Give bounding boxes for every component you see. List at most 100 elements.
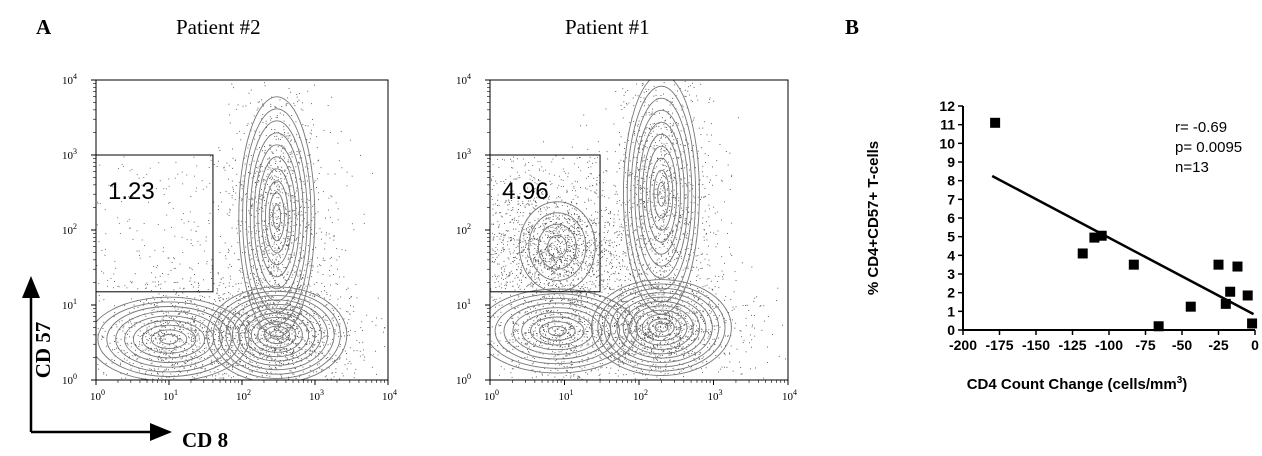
- event-dot: [322, 257, 324, 259]
- event-dot: [294, 239, 296, 241]
- event-dot: [179, 354, 181, 356]
- event-dot: [569, 334, 571, 335]
- event-dot: [98, 241, 100, 243]
- event-dot: [231, 345, 233, 347]
- event-dot: [117, 341, 119, 343]
- event-dot: [570, 349, 571, 351]
- event-dot: [361, 321, 363, 323]
- event-dot: [279, 300, 281, 302]
- event-dot: [294, 271, 296, 273]
- event-dot: [621, 284, 623, 286]
- event-dot: [304, 339, 306, 341]
- event-dot: [208, 167, 210, 168]
- event-dot: [349, 313, 351, 315]
- event-dot: [217, 272, 219, 274]
- event-dot: [278, 247, 280, 248]
- event-dot: [242, 323, 244, 325]
- event-dot: [288, 248, 290, 250]
- event-dot: [336, 283, 338, 285]
- event-dot: [371, 321, 373, 323]
- event-dot: [536, 335, 538, 337]
- event-dot: [587, 373, 588, 375]
- event-dot: [139, 343, 140, 345]
- event-dot: [311, 270, 313, 271]
- event-dot: [308, 251, 310, 253]
- event-dot: [530, 318, 532, 320]
- event-dot: [223, 311, 225, 313]
- event-dot: [153, 368, 155, 370]
- event-dot: [327, 350, 329, 352]
- event-dot: [292, 364, 294, 365]
- event-dot: [274, 190, 276, 191]
- event-dot: [232, 332, 234, 334]
- event-dot: [306, 344, 307, 345]
- event-dot: [316, 187, 317, 188]
- event-dot: [181, 324, 183, 326]
- event-dot: [314, 330, 316, 332]
- contour-line: [141, 324, 197, 354]
- event-dot: [301, 180, 303, 182]
- event-dot: [317, 265, 319, 267]
- event-dot: [173, 378, 175, 379]
- event-dot: [230, 329, 232, 331]
- event-dot: [231, 347, 233, 348]
- event-dot: [232, 186, 234, 188]
- event-dot: [192, 351, 194, 353]
- event-dot: [190, 328, 192, 330]
- event-dot: [208, 223, 210, 224]
- event-dot: [569, 307, 570, 309]
- event-dot: [218, 331, 220, 333]
- event-dot: [583, 284, 585, 286]
- event-dot: [272, 254, 274, 255]
- event-dot: [302, 319, 304, 321]
- event-dot: [158, 346, 159, 348]
- event-dot: [219, 319, 220, 320]
- event-dot: [272, 346, 274, 348]
- event-dot: [139, 336, 141, 337]
- event-dot: [261, 166, 263, 167]
- event-dot: [166, 321, 168, 323]
- event-dot: [288, 327, 289, 329]
- event-dot: [640, 333, 642, 335]
- event-dot: [275, 331, 277, 333]
- event-dot: [224, 335, 226, 337]
- event-dot: [165, 349, 167, 351]
- event-dot: [314, 334, 315, 336]
- event-dot: [281, 307, 283, 309]
- event-dot: [283, 129, 285, 131]
- event-dot: [288, 124, 290, 126]
- event-dot: [589, 328, 591, 330]
- event-dot: [138, 368, 140, 369]
- event-dot: [217, 369, 219, 370]
- event-dot: [300, 358, 302, 359]
- event-dot: [104, 254, 106, 256]
- event-dot: [111, 362, 113, 364]
- event-dot: [307, 319, 309, 321]
- event-dot: [621, 239, 623, 241]
- event-dot: [154, 249, 156, 251]
- event-dot: [678, 283, 680, 284]
- event-dot: [665, 313, 667, 315]
- event-dot: [167, 312, 169, 314]
- event-dot: [696, 311, 698, 313]
- event-dot: [626, 319, 628, 321]
- event-dot: [314, 351, 316, 352]
- event-dot: [262, 105, 264, 107]
- event-dot: [318, 358, 319, 360]
- event-dot: [567, 333, 568, 334]
- event-dot: [708, 287, 710, 289]
- event-dot: [292, 170, 294, 172]
- event-dot: [264, 179, 266, 181]
- event-dot: [296, 94, 298, 95]
- event-dot: [264, 334, 266, 336]
- event-dot: [246, 313, 248, 315]
- event-dot: [175, 349, 177, 351]
- event-dot: [552, 277, 554, 279]
- event-dot: [288, 166, 290, 167]
- event-dot: [225, 373, 227, 375]
- event-dot: [317, 257, 318, 259]
- event-dot: [263, 327, 265, 329]
- event-dot: [208, 220, 209, 221]
- event-dot: [291, 283, 293, 285]
